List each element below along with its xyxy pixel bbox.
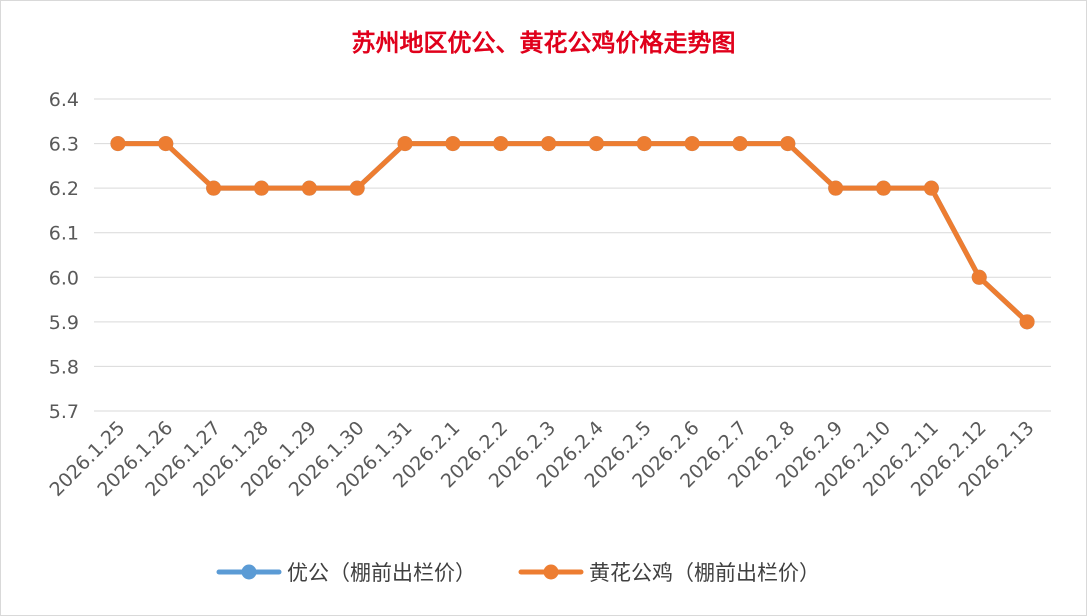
- chart-title: 苏州地区优公、黄花公鸡价格走势图: [351, 28, 736, 57]
- x-axis-labels: 2026.1.252026.1.262026.1.272026.1.282026…: [46, 417, 1039, 501]
- data-point: [110, 136, 126, 152]
- data-point: [923, 180, 939, 196]
- data-point: [253, 180, 269, 196]
- legend-label: 优公（棚前出栏价）: [287, 561, 476, 585]
- y-tick-label: 5.9: [49, 312, 79, 334]
- data-point: [828, 180, 844, 196]
- y-tick-label: 5.8: [49, 356, 79, 378]
- data-point: [493, 136, 509, 152]
- data-point: [732, 136, 748, 152]
- data-point: [684, 136, 700, 152]
- data-point: [1019, 314, 1035, 330]
- data-point: [301, 180, 317, 196]
- data-point: [349, 180, 365, 196]
- y-tick-label: 6.2: [49, 178, 79, 200]
- y-tick-label: 6.1: [49, 223, 79, 245]
- data-point: [206, 180, 222, 196]
- gridlines: [94, 98, 1051, 412]
- data-point: [541, 136, 557, 152]
- data-point: [445, 136, 461, 152]
- legend-item: 优公（棚前出栏价）: [216, 561, 476, 585]
- y-tick-label: 6.3: [49, 134, 79, 156]
- data-point: [588, 136, 604, 152]
- data-point: [636, 136, 652, 152]
- data-point: [397, 136, 413, 152]
- y-axis-labels: 5.7 5.8 5.9 6.0 6.1 6.2 6.3 6.4: [49, 89, 79, 423]
- y-tick-label: 6.0: [49, 267, 79, 289]
- series-2: [110, 136, 1035, 330]
- legend-swatch-marker: [543, 564, 559, 580]
- legend-swatch-marker: [241, 564, 257, 580]
- legend: 优公（棚前出栏价） 黄花公鸡（棚前出栏价）: [216, 561, 820, 585]
- data-point: [780, 136, 796, 152]
- y-tick-label: 6.4: [49, 89, 79, 111]
- legend-label: 黄花公鸡（棚前出栏价）: [589, 561, 820, 585]
- data-point: [158, 136, 174, 152]
- legend-item: 黄花公鸡（棚前出栏价）: [518, 561, 820, 585]
- data-point: [971, 269, 987, 285]
- data-point: [876, 180, 892, 196]
- series-line: [115, 141, 1030, 325]
- y-tick-label: 5.7: [49, 401, 79, 423]
- series-lines: [110, 136, 1035, 330]
